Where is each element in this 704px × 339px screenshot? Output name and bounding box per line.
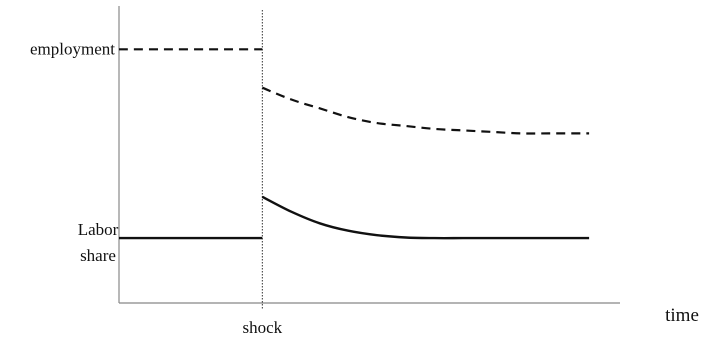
- series-layer: [119, 48, 590, 240]
- employment-series-label: employment: [30, 39, 115, 58]
- labor-share-label-line-2: share: [80, 246, 116, 265]
- employment-post-shock-line: [261, 86, 590, 135]
- x-axis-label: time: [665, 305, 699, 326]
- labor-share-label-line-1: Labor: [78, 220, 119, 239]
- shock-label: shock: [242, 318, 282, 337]
- labor-share-post-shock-line: [261, 195, 590, 240]
